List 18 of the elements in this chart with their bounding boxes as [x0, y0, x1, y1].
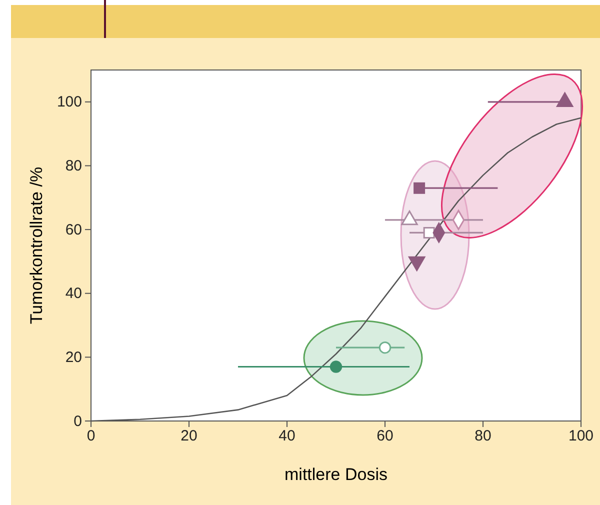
point — [414, 182, 426, 194]
point — [423, 226, 435, 238]
x-tick-label: 80 — [474, 428, 492, 445]
point — [378, 342, 392, 354]
y-tick-label: 60 — [65, 221, 82, 238]
x-tick-label: 40 — [278, 428, 296, 445]
y-tick-label: 0 — [74, 412, 82, 430]
x-tick-label: 0 — [86, 428, 96, 445]
y-tick-label: 20 — [65, 348, 82, 366]
x-tick-label: 60 — [376, 428, 394, 445]
x-tick-label: 20 — [180, 428, 198, 445]
y-tick-label: 100 — [56, 94, 82, 111]
y-tick-label: 40 — [65, 285, 82, 302]
x-tick-label: 100 — [568, 428, 594, 445]
y-tick-label: 80 — [65, 158, 82, 175]
point — [330, 360, 342, 373]
x-axis-title: mittlere Dosis — [284, 465, 388, 484]
y-axis-title: Tumorkontrollrate /% — [27, 166, 46, 324]
